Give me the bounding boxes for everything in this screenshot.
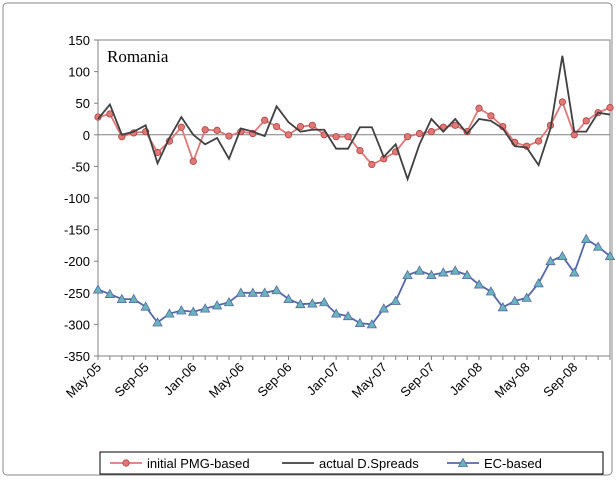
data-point (247, 287, 258, 297)
data-point (545, 255, 556, 266)
plot-area (97, 39, 611, 357)
data-point (558, 98, 566, 106)
data-point (261, 116, 269, 124)
data-point (509, 295, 520, 305)
data-point (450, 265, 461, 275)
data-point (485, 286, 497, 296)
data-point (104, 288, 116, 298)
data-point (223, 296, 235, 307)
data-point (177, 123, 185, 131)
y-tick-label: -50 (71, 159, 90, 174)
data-point (295, 298, 306, 309)
data-point (199, 303, 211, 313)
data-point (225, 132, 233, 140)
data-point (189, 157, 197, 165)
data-point (475, 104, 483, 112)
data-point (344, 133, 352, 141)
data-point (273, 122, 281, 131)
data-point (426, 269, 437, 280)
y-tick-label: 150 (68, 33, 90, 48)
data-point (403, 133, 412, 141)
data-point (438, 267, 449, 277)
data-point (570, 131, 578, 139)
data-point (402, 269, 413, 280)
data-point (308, 121, 316, 129)
y-tick-label: 100 (68, 65, 90, 80)
data-point (569, 267, 580, 277)
data-point (332, 133, 340, 141)
y-tick-label: -200 (64, 254, 90, 269)
data-point (140, 301, 151, 311)
y-tick-label: -150 (64, 223, 90, 238)
data-point (451, 121, 459, 129)
data-point (271, 284, 282, 295)
data-point (211, 300, 223, 310)
data-point (368, 160, 376, 169)
data-point (259, 287, 270, 297)
data-point (283, 293, 294, 304)
y-tick-label: -100 (64, 191, 90, 206)
data-point (319, 296, 330, 307)
data-point (354, 317, 366, 328)
data-point (415, 129, 424, 138)
data-point (487, 112, 495, 120)
data-point (128, 293, 139, 304)
legend (99, 451, 604, 475)
data-point (366, 319, 378, 329)
y-tick-label: -250 (64, 286, 90, 301)
data-point (176, 305, 187, 315)
data-point (213, 126, 221, 134)
y-tick-label: -350 (64, 349, 90, 364)
data-point (390, 295, 401, 305)
y-tick-label: 50 (76, 96, 90, 111)
data-point (307, 298, 318, 308)
data-point (116, 293, 127, 304)
data-point (235, 287, 247, 297)
data-point (581, 233, 592, 243)
data-point (497, 302, 509, 312)
chart-title: Romania (107, 47, 169, 66)
y-tick-label: -300 (64, 317, 90, 332)
legend-marker (122, 459, 130, 467)
data-point (473, 279, 485, 289)
series-line (97, 55, 611, 182)
data-point (378, 303, 389, 313)
data-point (188, 306, 199, 316)
data-point (296, 122, 305, 131)
data-point (606, 104, 614, 112)
data-point (534, 137, 543, 145)
legend-marker (457, 457, 469, 467)
data-point (582, 117, 590, 125)
data-point (427, 128, 435, 136)
data-point (533, 278, 544, 288)
data-point (342, 310, 354, 321)
data-point (284, 131, 293, 139)
data-point (201, 126, 209, 134)
legend-label: actual D.Spreads (319, 456, 419, 471)
data-point (94, 113, 102, 121)
y-tick-label: 0 (83, 128, 90, 143)
data-point (414, 265, 425, 275)
data-point (557, 250, 568, 261)
legend-label: EC-based (484, 456, 542, 471)
data-point (92, 284, 104, 294)
legend-label: initial PMG-based (147, 456, 250, 471)
data-point (592, 241, 604, 251)
data-point (461, 269, 473, 280)
data-point (356, 147, 364, 155)
data-point (164, 308, 175, 318)
data-point (604, 250, 616, 261)
data-point (521, 292, 532, 302)
data-point (152, 317, 163, 327)
data-point (330, 308, 342, 318)
